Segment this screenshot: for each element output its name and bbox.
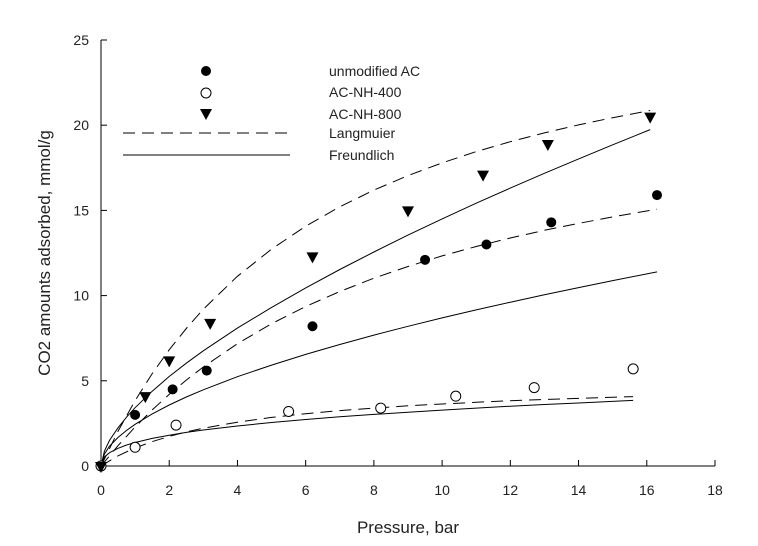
legend-marker-open-circle — [200, 87, 212, 99]
point-unmodified-ac — [481, 239, 492, 250]
x-tick-label: 16 — [639, 482, 655, 498]
x-tick-label: 10 — [434, 482, 450, 498]
x-tick-label: 8 — [370, 482, 378, 498]
point-ac-nh-800 — [139, 392, 152, 404]
legend-label: AC-NH-400 — [329, 84, 402, 100]
point-unmodified-ac — [652, 190, 663, 201]
y-tick-label: 20 — [73, 117, 89, 133]
fit-lines — [100, 110, 658, 467]
legend-item-ac-nh-400: AC-NH-400 — [200, 84, 402, 100]
legend-marker-filled-circle — [201, 66, 211, 76]
legend-label: Langmuier — [329, 125, 395, 141]
legend-item-ac-nh-800: AC-NH-800 — [200, 106, 402, 122]
plot-area: 0 2 4 6 8 10 12 14 16 18 0 5 10 15 20 25 — [73, 32, 723, 498]
freundlich-fit-line — [100, 399, 634, 467]
point-ac-nh-800 — [306, 252, 319, 264]
point-unmodified-ac — [546, 217, 557, 228]
point-ac-nh-800 — [477, 170, 490, 182]
legend-marker-triangle-down — [200, 109, 212, 120]
x-tick-label: 6 — [302, 482, 310, 498]
legend-label: unmodified AC — [329, 63, 420, 79]
point-ac-nh-800 — [163, 356, 176, 368]
x-tick-label: 0 — [97, 482, 105, 498]
langmuier-fit-line — [100, 396, 634, 467]
point-ac-nh-400 — [450, 390, 462, 402]
y-tick-label: 25 — [73, 32, 89, 48]
langmuier-fit-line — [100, 208, 658, 467]
point-ac-nh-400 — [375, 402, 387, 414]
x-tick-label: 18 — [707, 482, 723, 498]
point-unmodified-ac — [167, 384, 178, 395]
legend-item-freundlich: Freundlich — [123, 147, 394, 163]
point-ac-nh-400 — [627, 363, 639, 375]
point-unmodified-ac — [201, 365, 212, 376]
x-tick-label: 12 — [503, 482, 519, 498]
point-ac-nh-800 — [644, 112, 657, 124]
langmuier-fit-line — [100, 110, 651, 467]
y-ticks: 0 5 10 15 20 25 — [73, 32, 107, 474]
legend-item-langmuier: Langmuier — [123, 125, 395, 141]
x-tick-label: 4 — [234, 482, 242, 498]
point-ac-nh-400 — [129, 441, 141, 453]
point-ac-nh-400 — [528, 382, 540, 394]
freundlich-fit-line — [100, 129, 651, 467]
point-ac-nh-800 — [402, 206, 414, 218]
point-ac-nh-400 — [170, 419, 182, 431]
x-tick-label: 2 — [165, 482, 173, 498]
data-markers — [95, 112, 663, 473]
legend-label: Freundlich — [329, 147, 394, 163]
x-tick-label: 14 — [571, 482, 587, 498]
point-ac-nh-800 — [204, 318, 217, 330]
x-axis-title: Pressure, bar — [357, 518, 459, 537]
freundlich-fit-line — [100, 271, 658, 467]
point-unmodified-ac — [420, 254, 431, 265]
x-ticks: 0 2 4 6 8 10 12 14 16 18 — [97, 460, 723, 498]
legend: unmodified AC AC-NH-400 AC-NH-800 Langmu… — [123, 63, 420, 163]
legend-label: AC-NH-800 — [329, 106, 402, 122]
point-ac-nh-800 — [95, 462, 107, 473]
y-tick-label: 10 — [73, 288, 89, 304]
y-tick-label: 5 — [81, 373, 89, 389]
y-axis-title: CO2 amounts adsorbed, mmol/g — [35, 130, 54, 376]
y-tick-label: 15 — [73, 202, 89, 218]
y-tick-label: 0 — [81, 458, 89, 474]
point-ac-nh-400 — [283, 405, 295, 417]
point-unmodified-ac — [130, 409, 141, 420]
legend-item-unmodified-ac: unmodified AC — [201, 63, 420, 79]
point-unmodified-ac — [307, 321, 318, 332]
point-ac-nh-800 — [541, 139, 554, 151]
